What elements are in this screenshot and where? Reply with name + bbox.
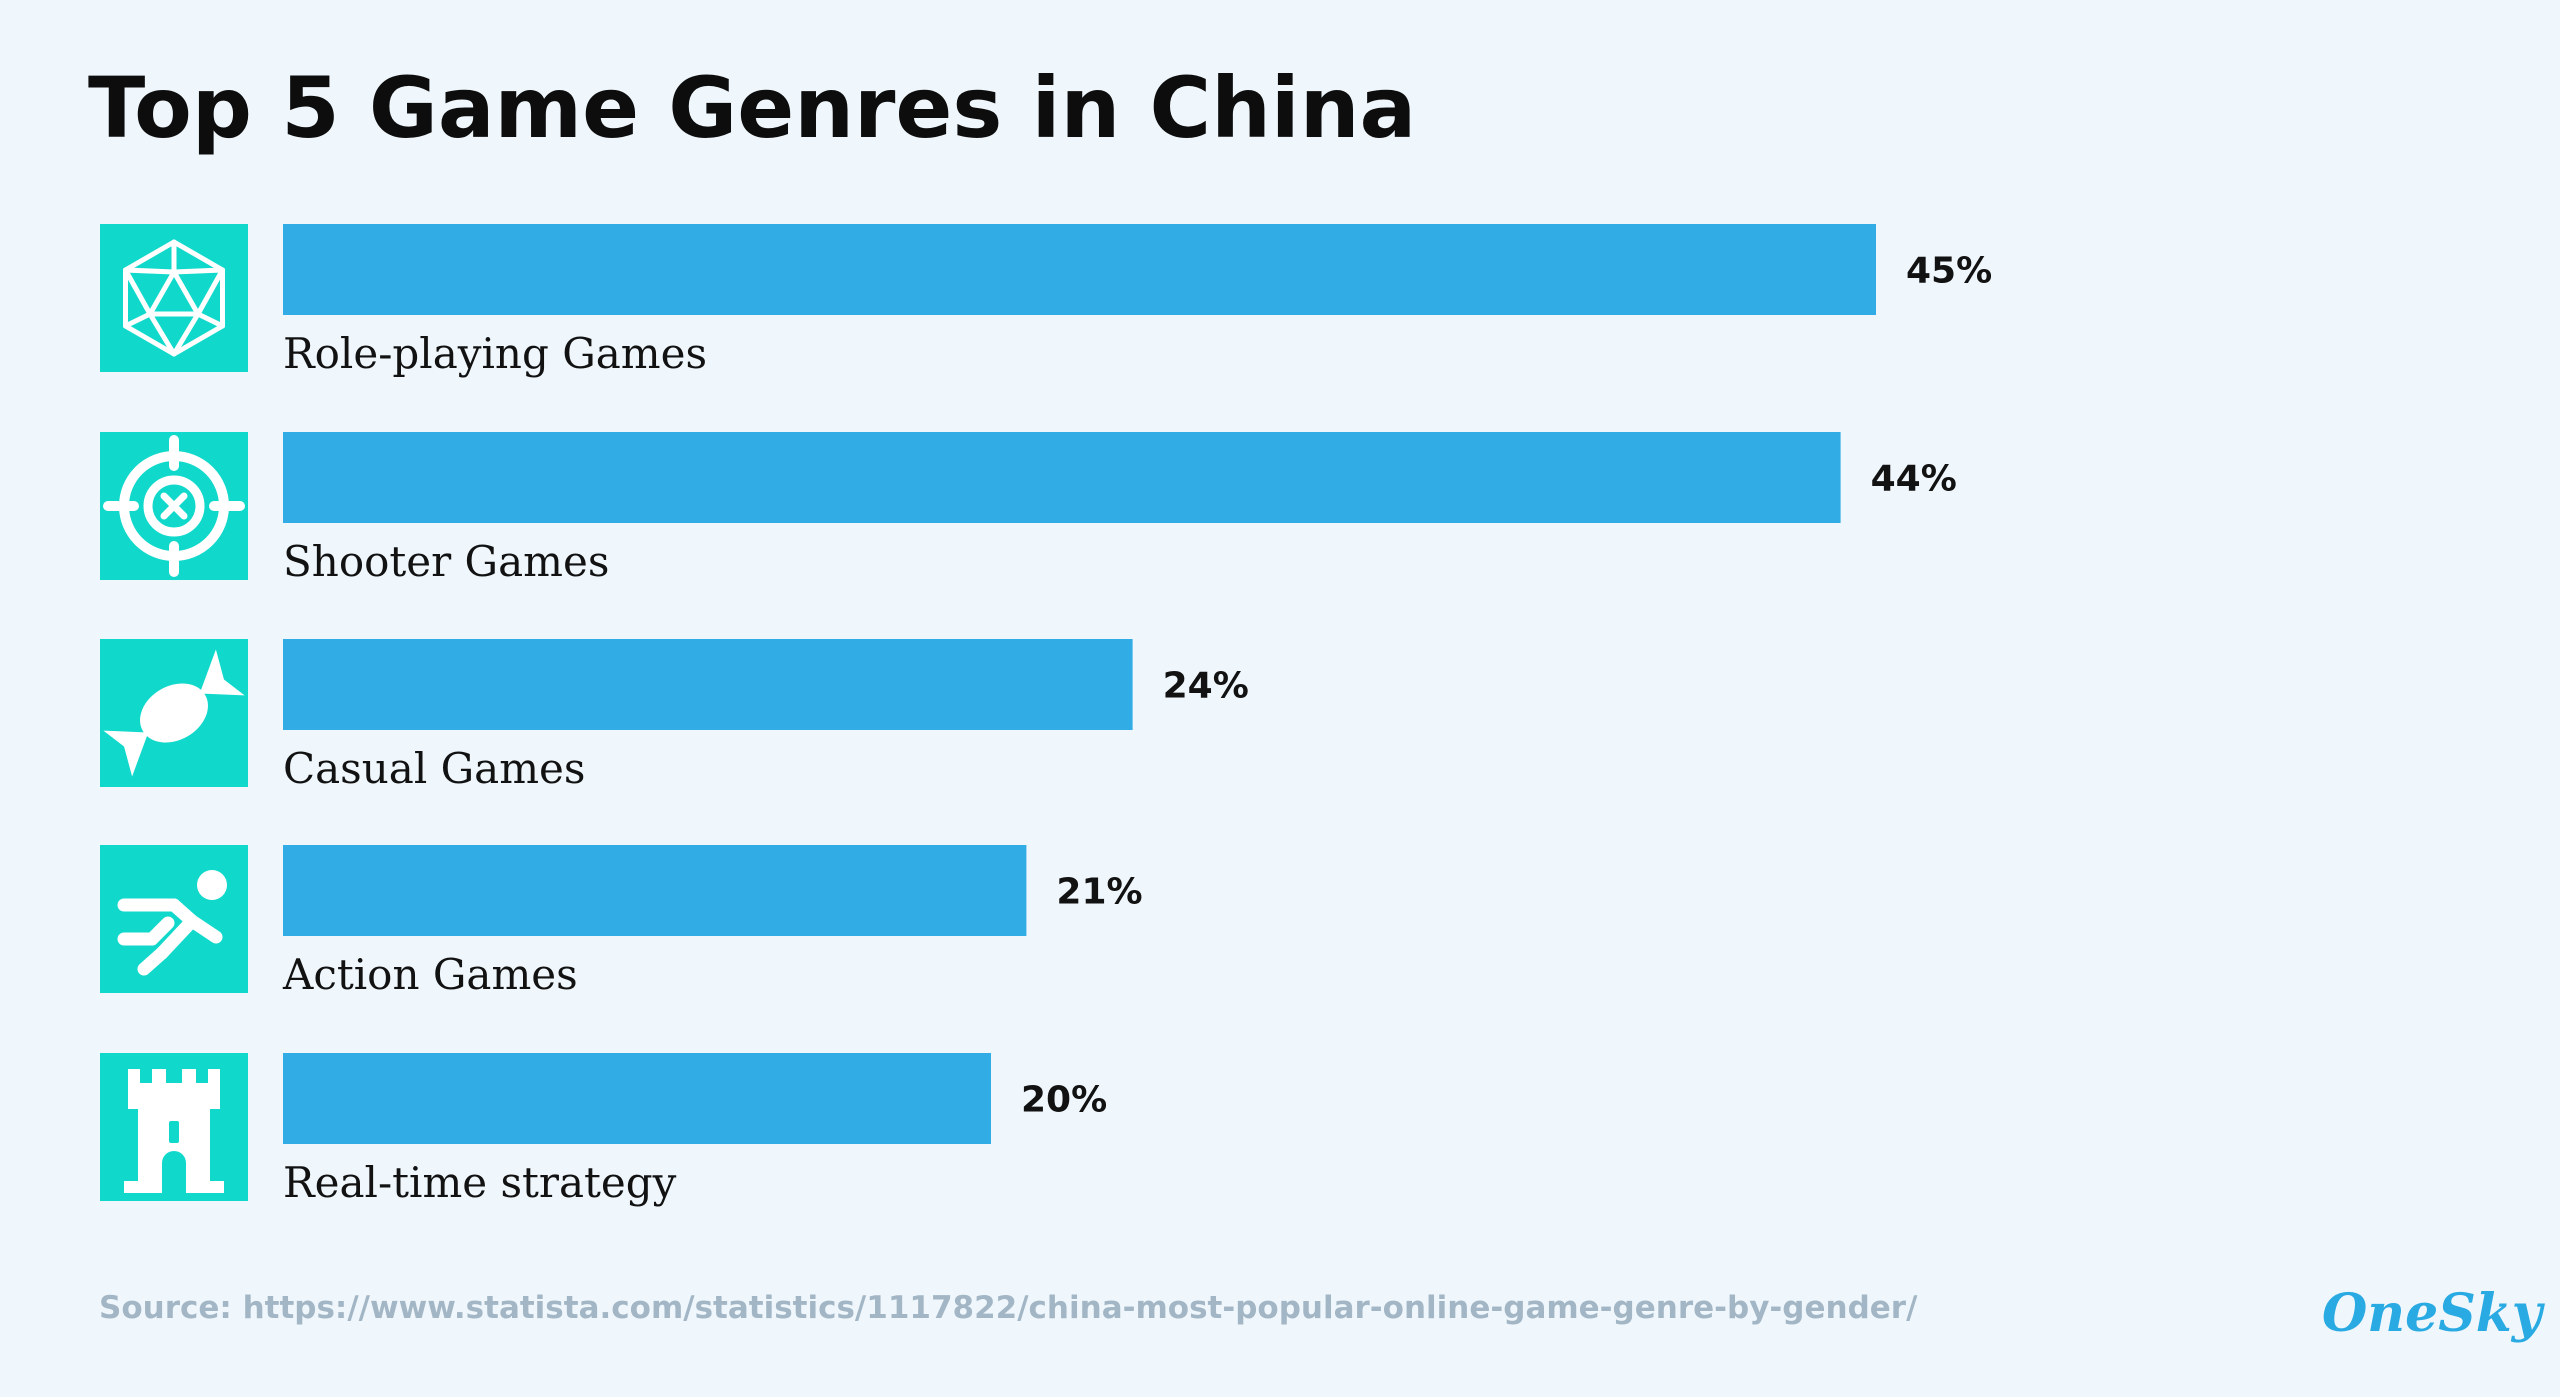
bar [283,845,1027,936]
d20-dice-icon [123,239,225,357]
bar [283,224,1876,315]
value-label: 20% [1021,1080,1107,1121]
bar [283,1053,991,1144]
value-label: 24% [1163,666,1249,707]
source-note: Source: https://www.statista.com/statist… [99,1290,1918,1326]
category-label: Real-time strategy [283,1158,677,1207]
running-person-icon [117,870,227,976]
crosshair-icon [103,435,245,577]
category-label: Shooter Games [283,537,609,586]
chart-title: Top 5 Game Genres in China [88,59,1417,157]
category-label: Action Games [282,950,578,999]
candy-icon [103,649,245,777]
bar [283,639,1133,730]
onesky-logo: OneSky [2322,1283,2542,1344]
value-label: 45% [1906,251,1992,292]
bar [283,432,1841,523]
icon-tile [100,845,248,993]
value-label: 21% [1056,872,1142,913]
category-label: Casual Games [283,744,585,793]
category-label: Role-playing Games [283,329,707,378]
castle-tower-icon [124,1069,224,1193]
value-label: 44% [1871,459,1957,500]
